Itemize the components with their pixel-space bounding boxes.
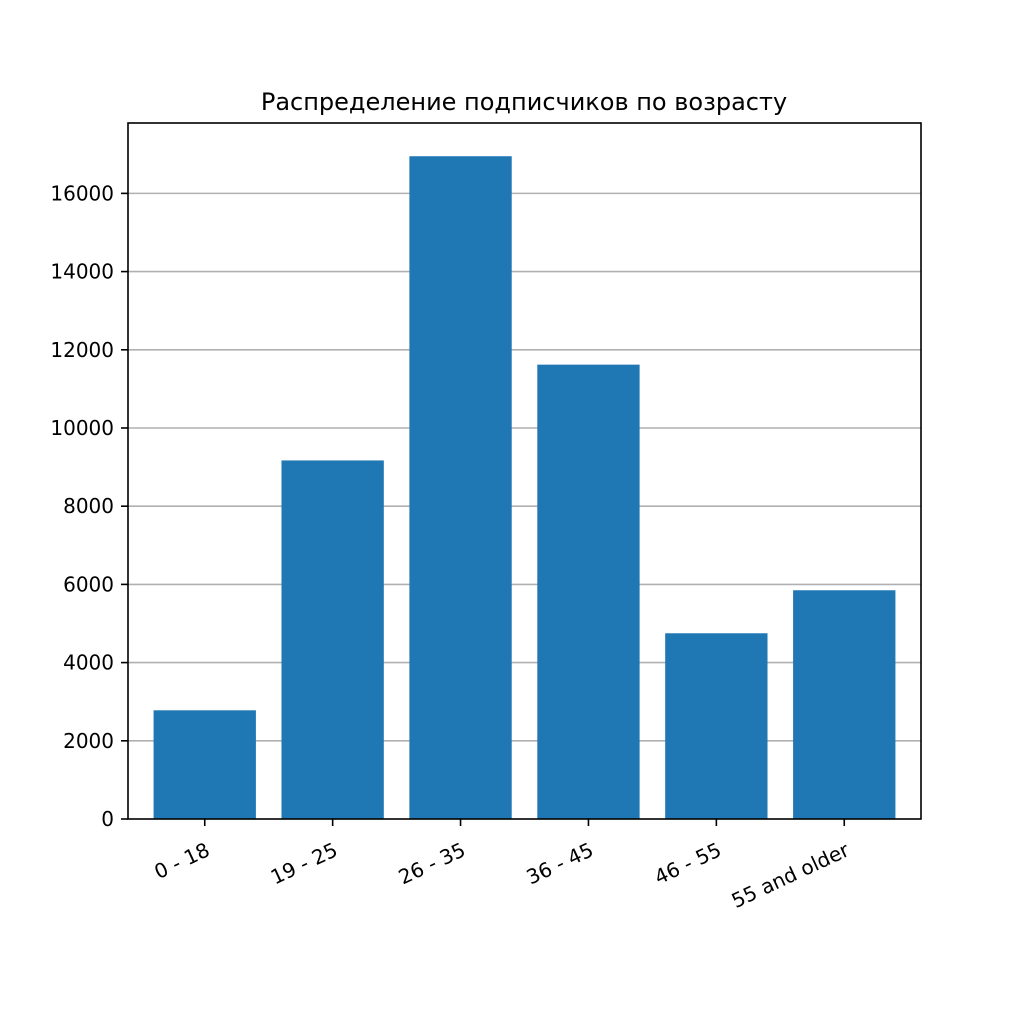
y-tick-label: 12000 [50, 338, 114, 362]
y-tick-label: 2000 [63, 729, 114, 753]
y-axis-ticks: 0 2000 4000 6000 8000 10000 12000 14000 16000 [50, 181, 128, 831]
gridlines [128, 192, 921, 742]
y-tick-label: 10000 [50, 416, 114, 440]
x-axis-ticks: 0 - 18 19 - 25 26 - 35 36 - 45 46 - 55 55 and… [150, 819, 853, 913]
x-tick-label: 36 - 45 [523, 838, 597, 890]
bar [537, 364, 640, 819]
chart-title: Распределение подписчиков по возрасту [261, 88, 787, 116]
bar [793, 590, 896, 819]
x-tick-label: 19 - 25 [267, 838, 341, 890]
x-tick-label: 26 - 35 [395, 838, 469, 890]
x-tick-label: 55 and older [728, 837, 854, 913]
bar [153, 710, 256, 819]
y-tick-label: 8000 [63, 494, 114, 518]
bar [665, 633, 768, 819]
y-tick-label: 6000 [63, 572, 114, 596]
y-tick-label: 4000 [63, 651, 114, 675]
bar [409, 156, 512, 819]
bars [153, 156, 896, 819]
y-tick-label: 0 [101, 807, 114, 831]
plot-frame [127, 122, 922, 820]
x-tick-label: 0 - 18 [150, 838, 213, 884]
y-tick-label: 14000 [50, 260, 114, 284]
x-tick-label: 46 - 55 [651, 838, 725, 890]
y-tick-label: 16000 [50, 181, 114, 205]
bar [281, 460, 384, 819]
